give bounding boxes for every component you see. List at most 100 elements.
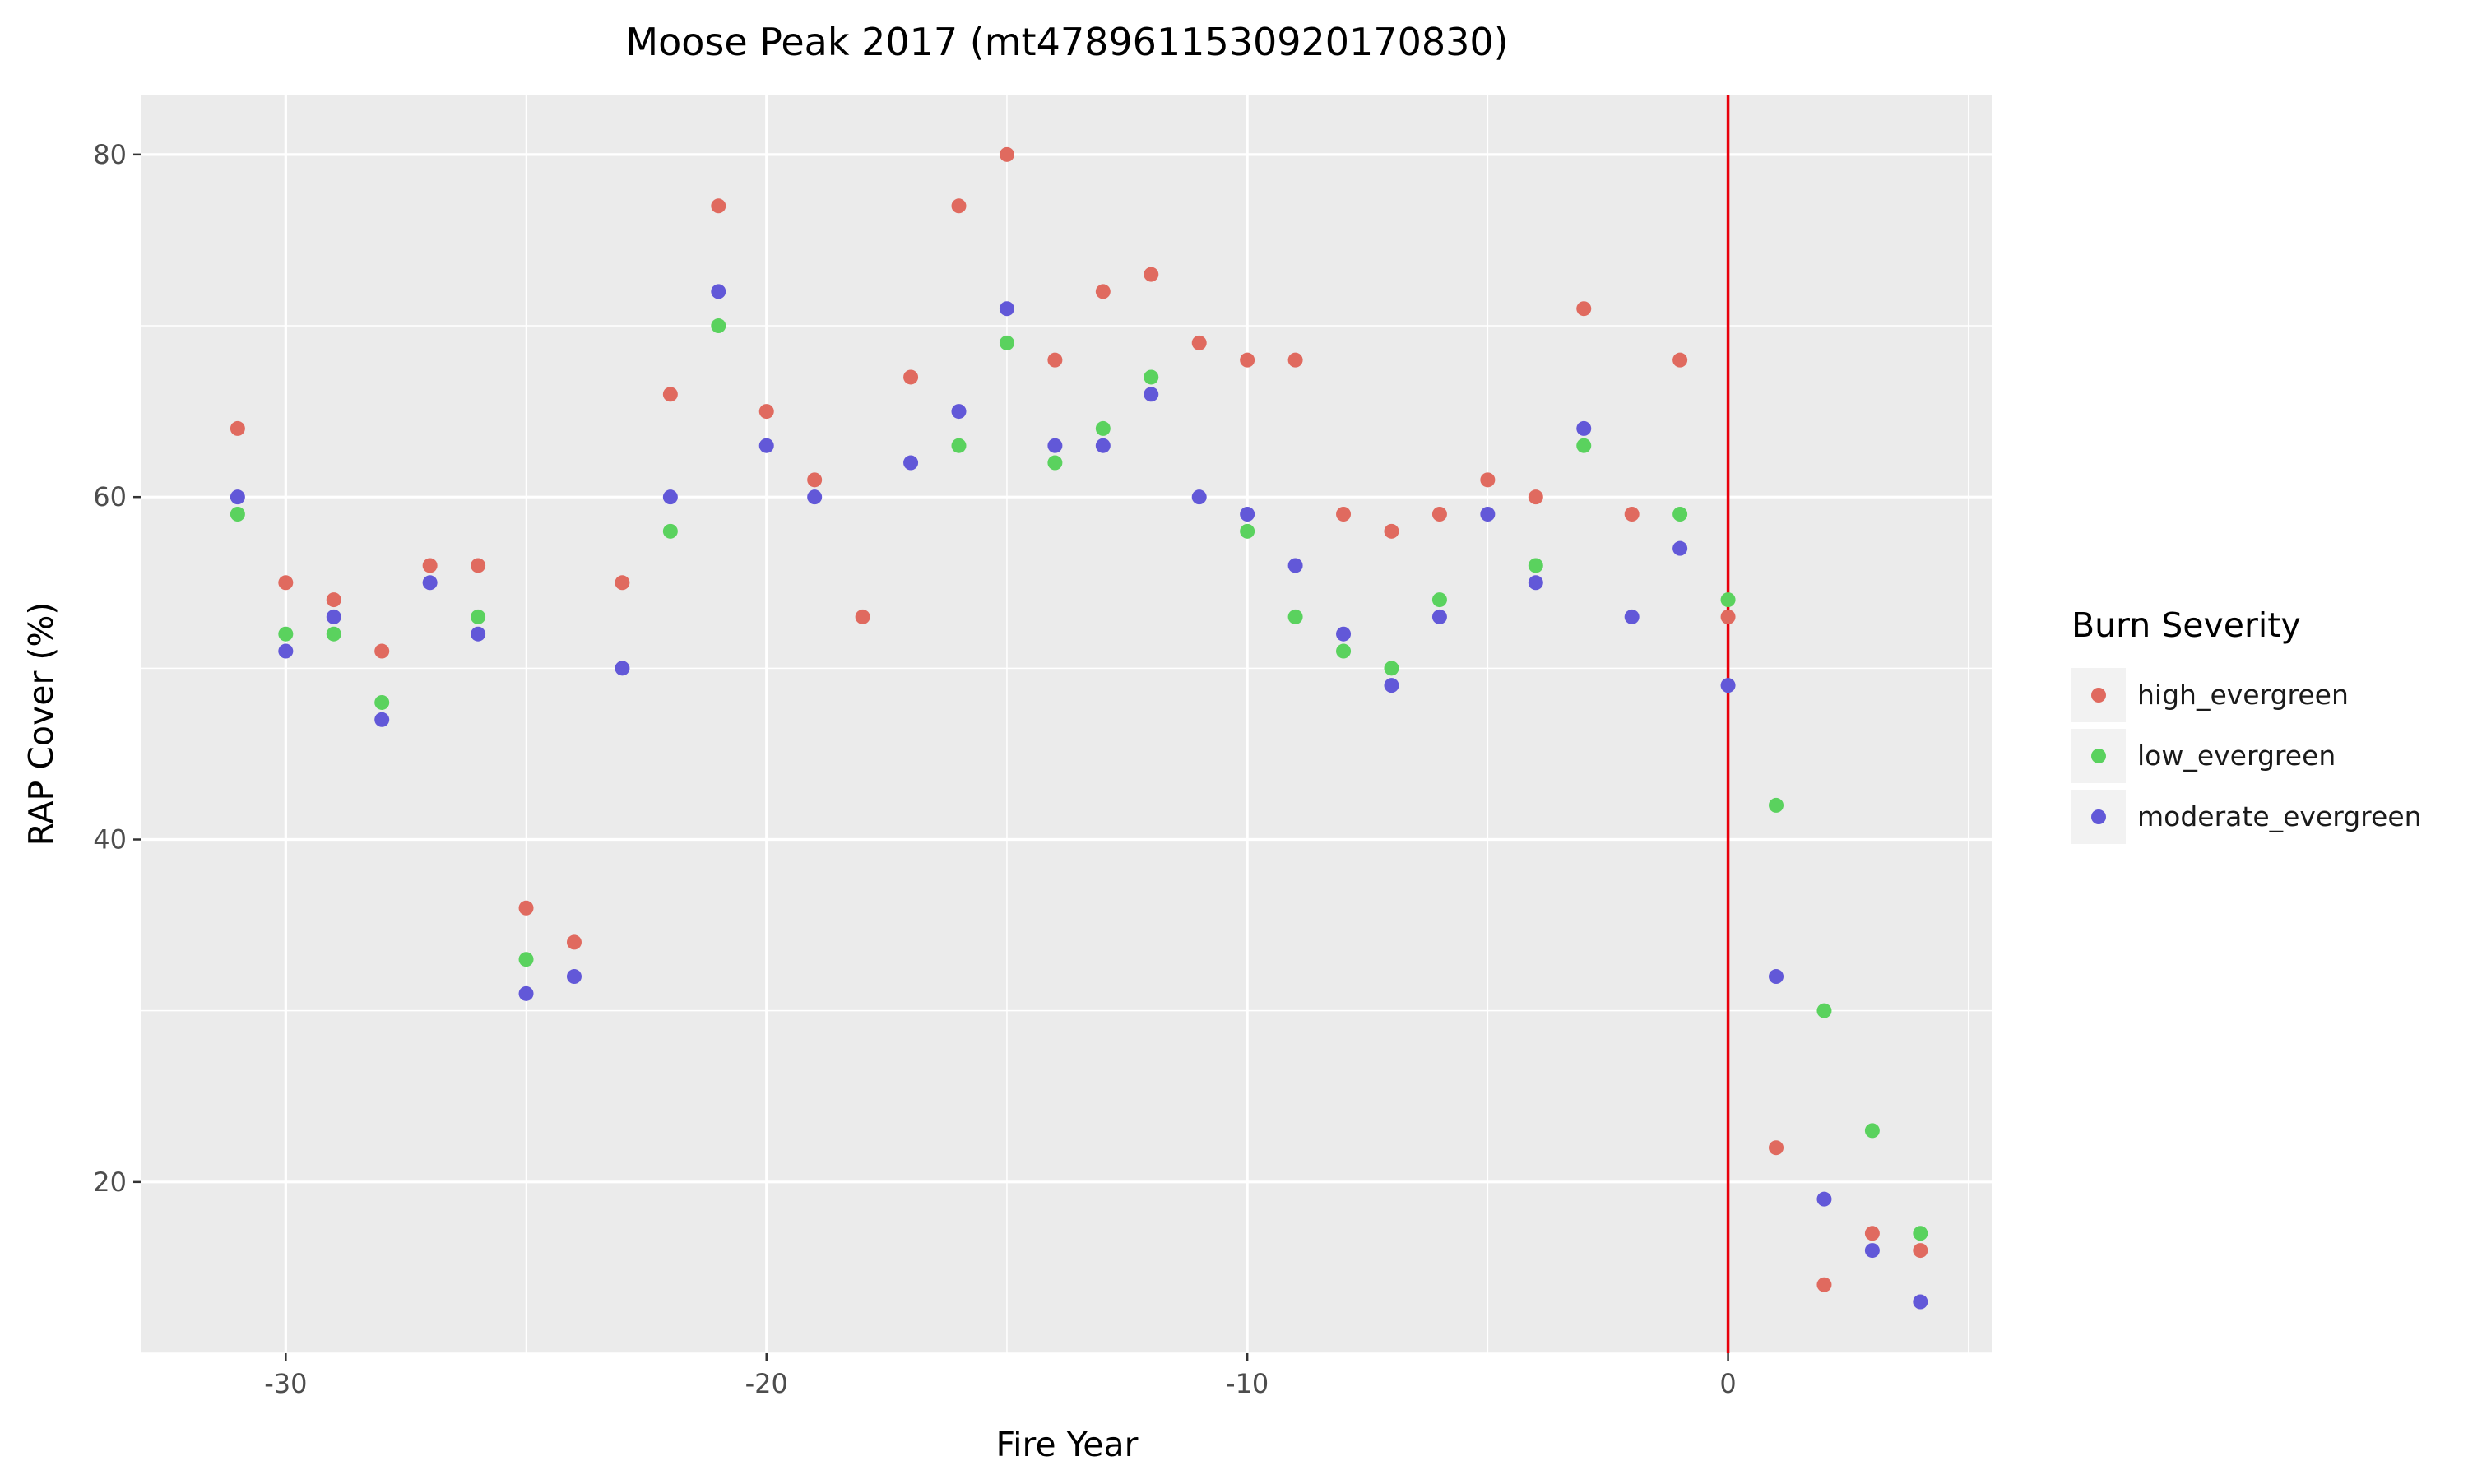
data-point bbox=[230, 489, 245, 505]
data-point bbox=[1240, 352, 1255, 368]
data-point bbox=[278, 643, 294, 659]
data-point bbox=[1240, 507, 1255, 522]
y-axis-label: RAP Cover (%) bbox=[21, 602, 61, 846]
data-point bbox=[662, 523, 678, 539]
data-point bbox=[1528, 489, 1543, 505]
data-point bbox=[1769, 969, 1784, 985]
series-low_evergreen bbox=[230, 318, 1928, 1241]
data-point bbox=[1144, 267, 1159, 282]
data-point bbox=[1528, 575, 1543, 591]
data-point bbox=[1336, 643, 1352, 659]
data-point bbox=[615, 661, 630, 676]
data-point bbox=[1672, 507, 1688, 522]
data-point bbox=[1816, 1003, 1832, 1018]
data-point bbox=[1287, 558, 1303, 573]
data-point bbox=[615, 575, 630, 591]
data-point bbox=[1576, 438, 1592, 453]
data-point bbox=[1384, 523, 1399, 539]
x-tick-label: -20 bbox=[745, 1368, 788, 1399]
data-point bbox=[758, 404, 774, 420]
data-point bbox=[1431, 507, 1447, 522]
x-tick-label: -10 bbox=[1226, 1368, 1269, 1399]
y-tick-label: 60 bbox=[93, 481, 127, 512]
legend-label: low_evergreen bbox=[2137, 740, 2336, 772]
data-point bbox=[1431, 592, 1447, 608]
chart-title: Moose Peak 2017 (mt4789611530920170830) bbox=[625, 20, 1508, 64]
legend-label: high_evergreen bbox=[2137, 679, 2349, 711]
data-point bbox=[230, 507, 245, 522]
data-point bbox=[711, 284, 726, 299]
data-point bbox=[1528, 558, 1543, 573]
data-point bbox=[471, 558, 486, 573]
data-point bbox=[903, 369, 919, 385]
data-point bbox=[1480, 507, 1496, 522]
data-point bbox=[807, 472, 823, 488]
x-tick-label: 0 bbox=[1719, 1368, 1736, 1399]
data-point bbox=[1913, 1243, 1928, 1259]
y-tick-label: 40 bbox=[93, 824, 127, 856]
data-point bbox=[566, 969, 582, 985]
data-point bbox=[326, 626, 341, 642]
legend-marker bbox=[2091, 749, 2106, 763]
data-point bbox=[903, 455, 919, 471]
data-point bbox=[1720, 609, 1736, 624]
data-point bbox=[855, 609, 870, 624]
legend-marker bbox=[2091, 688, 2106, 703]
data-point bbox=[1720, 678, 1736, 693]
data-point bbox=[518, 985, 534, 1001]
data-point bbox=[1191, 489, 1207, 505]
data-point bbox=[711, 318, 726, 334]
data-point bbox=[951, 404, 967, 420]
data-point bbox=[1769, 797, 1784, 813]
series-moderate_evergreen bbox=[230, 284, 1928, 1310]
data-point bbox=[758, 438, 774, 453]
data-point bbox=[374, 694, 390, 710]
data-point bbox=[1047, 352, 1063, 368]
data-point bbox=[1047, 455, 1063, 471]
data-point bbox=[1913, 1294, 1928, 1310]
data-point bbox=[1095, 420, 1111, 436]
series-high_evergreen bbox=[230, 146, 1928, 1292]
data-point bbox=[518, 952, 534, 967]
data-point bbox=[662, 489, 678, 505]
data-point bbox=[1864, 1226, 1880, 1241]
data-point bbox=[999, 301, 1014, 317]
data-point bbox=[1864, 1243, 1880, 1259]
data-point bbox=[326, 592, 341, 608]
data-point bbox=[1144, 369, 1159, 385]
data-point bbox=[1384, 661, 1399, 676]
y-tick-label: 20 bbox=[93, 1166, 127, 1198]
data-point bbox=[278, 626, 294, 642]
data-point bbox=[1672, 540, 1688, 556]
data-point bbox=[374, 712, 390, 727]
data-point bbox=[471, 609, 486, 624]
data-point bbox=[951, 198, 967, 214]
data-point bbox=[1095, 284, 1111, 299]
data-point bbox=[1576, 420, 1592, 436]
data-point bbox=[807, 489, 823, 505]
x-tick-label: -30 bbox=[264, 1368, 307, 1399]
legend: Burn Severity high_evergreen low_evergree… bbox=[2071, 605, 2422, 844]
axis-layer: -30 -20 -10 0 20 40 60 80 bbox=[93, 139, 1736, 1399]
data-point bbox=[422, 575, 438, 591]
data-point bbox=[1336, 626, 1352, 642]
data-point bbox=[278, 575, 294, 591]
data-point bbox=[326, 609, 341, 624]
data-point bbox=[1191, 335, 1207, 350]
legend-title: Burn Severity bbox=[2071, 605, 2301, 645]
data-point bbox=[1624, 507, 1640, 522]
y-tick-label: 80 bbox=[93, 139, 127, 170]
data-point bbox=[999, 146, 1014, 162]
data-point bbox=[422, 558, 438, 573]
data-point bbox=[1913, 1226, 1928, 1241]
data-point bbox=[1480, 472, 1496, 488]
data-point bbox=[471, 626, 486, 642]
data-point bbox=[1769, 1140, 1784, 1156]
data-point bbox=[1095, 438, 1111, 453]
data-point bbox=[230, 420, 245, 436]
data-point bbox=[566, 934, 582, 950]
data-point bbox=[1384, 678, 1399, 693]
points-layer bbox=[230, 146, 1928, 1310]
data-point bbox=[999, 335, 1014, 350]
